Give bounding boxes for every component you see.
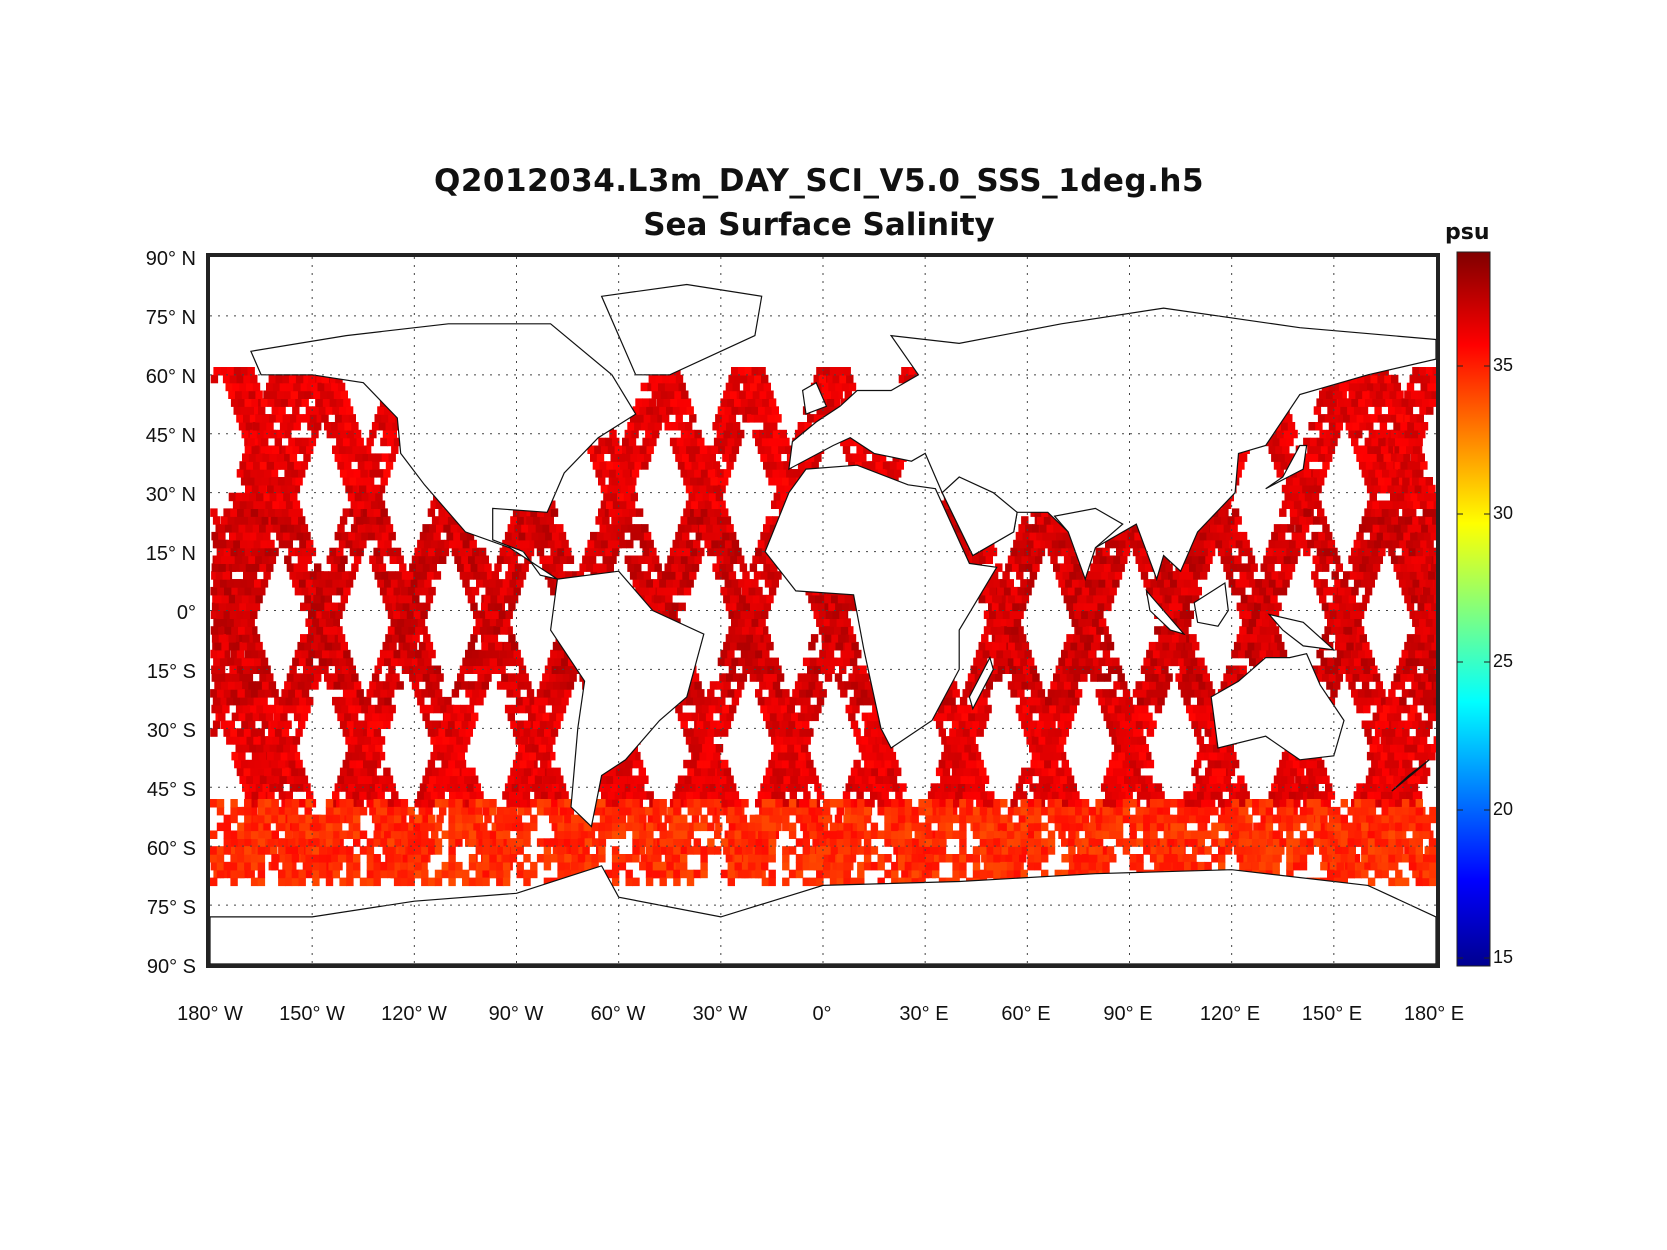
lon-tick-label: 60° W [590,1003,646,1025]
lon-tick-label: 30° W [692,1003,748,1025]
lon-tick-label: 180° W [177,1003,243,1025]
lat-tick-label: 60° S [146,838,196,860]
lon-tick-label: 180° E [1403,1003,1465,1025]
lat-tick-label: 45° N [145,425,196,447]
colorbar-tick-label: 25 [1493,651,1514,671]
landmass-outline [549,570,705,828]
lon-tick-label: 150° E [1301,1003,1363,1025]
landmass-outline [1145,588,1186,636]
landmass-outline [764,464,998,749]
lon-tick-label: 30° E [899,1003,949,1025]
lat-tick-label: 75° N [145,307,196,329]
lat-tick-label: 90° N [145,248,196,270]
colorbar-unit-label: psu [1445,220,1490,245]
colorbar-tick-label: 15 [1493,947,1514,967]
grid-lines [210,257,1436,964]
landmass-outline [1210,653,1345,761]
chart-subtitle: Sea Surface Salinity [643,207,995,243]
colorbar-tick-label: 30 [1493,503,1514,523]
lon-tick-label: 150° W [279,1003,345,1025]
lat-tick-label: 30° S [146,720,196,742]
colorbar-tick-label: 35 [1493,355,1514,375]
lat-tick-label: 45° S [146,779,196,801]
colorbar [1456,251,1491,967]
lat-tick-label: 75° S [146,897,196,919]
landmass-outline [1265,444,1308,490]
lon-tick-label: 90° E [1103,1003,1153,1025]
lon-tick-label: 120° E [1199,1003,1261,1025]
landmass-outline [1267,613,1336,651]
landmass-outline [600,283,763,376]
lat-tick-label: 30° N [145,484,196,506]
lat-tick-label: 15° S [146,661,196,683]
lat-tick-label: 0° [176,602,196,624]
landmass-outline [941,476,1018,557]
lon-tick-label: 120° W [381,1003,447,1025]
landmass-outline [1193,581,1229,627]
landmass-outline [1053,507,1124,581]
lon-tick-label: 60° E [1001,1003,1051,1025]
lon-tick-label: 0° [812,1003,832,1025]
lon-tick-label: 90° W [488,1003,544,1025]
lat-tick-label: 90° S [146,956,196,978]
colorbar-ticks [1457,365,1490,959]
landmass-outline [801,381,828,415]
landmass-outline [968,655,994,711]
colorbar-tick-label: 20 [1493,799,1514,819]
lat-tick-label: 15° N [145,543,196,565]
lat-tick-label: 60° N [145,366,196,388]
landmass-outline [1391,759,1430,792]
map-frame [206,253,1440,968]
chart-title: Q2012034.L3m_DAY_SCI_V5.0_SSS_1deg.h5 [433,163,1205,199]
